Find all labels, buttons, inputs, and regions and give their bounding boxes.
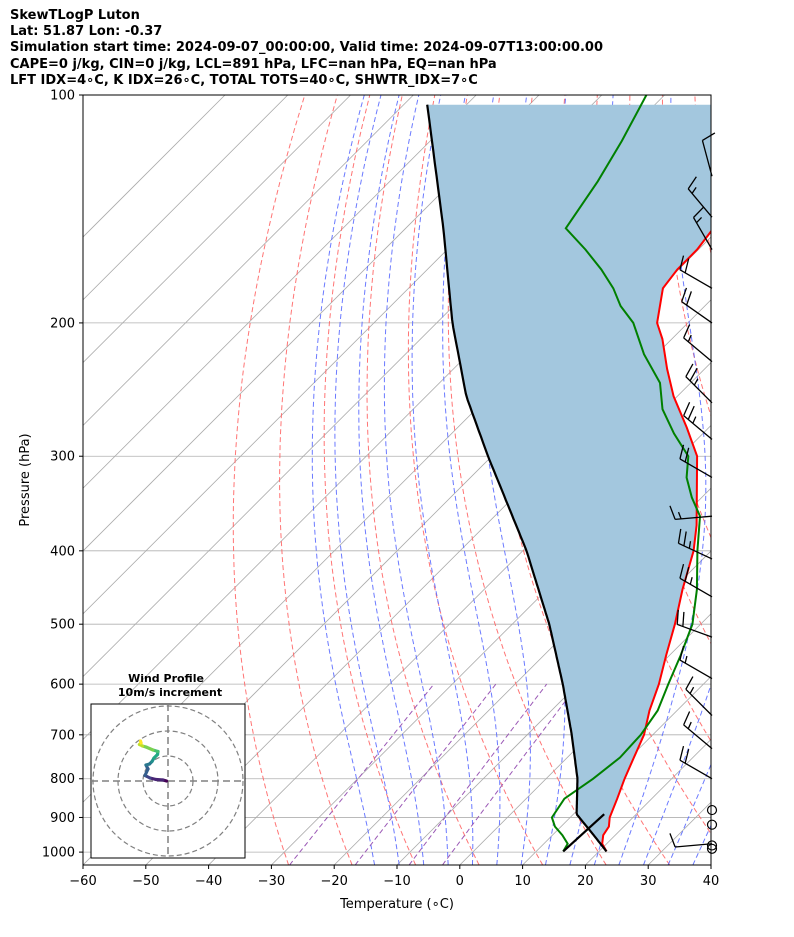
x-tick-label: 0 bbox=[456, 874, 464, 889]
moist-adiabat-line bbox=[411, 95, 474, 865]
moist-adiabat-line bbox=[358, 95, 425, 865]
wind-barb bbox=[683, 711, 713, 750]
y-tick-label: 500 bbox=[50, 618, 75, 633]
mixing-ratio-line bbox=[354, 683, 497, 865]
dry-adiabat-line bbox=[447, 95, 607, 865]
title-indices-1: CAPE=0 j/kg, CIN=0 j/kg, LCL=891 hPa, LF… bbox=[10, 57, 497, 72]
wind-barb bbox=[701, 132, 716, 177]
dry-adiabat-line bbox=[366, 95, 480, 865]
x-tick-label: −20 bbox=[320, 874, 347, 889]
x-axis-label: Temperature (∘C) bbox=[339, 897, 454, 912]
y-tick-label: 600 bbox=[50, 678, 75, 693]
moist-adiabat-line bbox=[442, 95, 501, 865]
isotherm-line bbox=[710, 864, 711, 865]
moist-adiabat-line bbox=[334, 95, 400, 865]
moist-adiabat-line bbox=[383, 95, 449, 865]
wind-barb bbox=[677, 528, 713, 560]
moist-adiabat-line bbox=[618, 95, 707, 865]
wind-barb bbox=[679, 645, 713, 680]
parcel-path-line bbox=[426, 104, 608, 853]
x-tick-label: 10 bbox=[514, 874, 531, 889]
moist-adiabat-line bbox=[311, 95, 376, 865]
wind-barb bbox=[683, 324, 713, 363]
y-tick-label: 200 bbox=[50, 316, 75, 331]
wind-barb bbox=[679, 563, 713, 598]
x-tick-label: −40 bbox=[195, 874, 222, 889]
x-tick-label: 20 bbox=[577, 874, 594, 889]
hodograph-title: Wind Profile bbox=[128, 672, 204, 685]
x-tick-label: 30 bbox=[640, 874, 657, 889]
moist-adiabat-line bbox=[643, 683, 711, 865]
hodograph-segment bbox=[138, 739, 143, 745]
mixing-ratio-line bbox=[442, 683, 579, 865]
wind-barb bbox=[685, 363, 713, 404]
isotherm-line bbox=[83, 95, 289, 301]
y-tick-label: 800 bbox=[50, 772, 75, 787]
isotherm-line bbox=[396, 550, 711, 865]
calm-wind-marker bbox=[706, 819, 718, 830]
dry-adiabat-line bbox=[323, 95, 417, 865]
x-tick-label: −50 bbox=[132, 874, 159, 889]
moist-adiabat-line bbox=[667, 763, 711, 865]
calm-wind-marker bbox=[706, 804, 718, 816]
isotherm-line bbox=[83, 95, 540, 552]
hodograph-subtitle: 10m/s increment bbox=[118, 686, 222, 699]
isotherm-line bbox=[333, 487, 711, 865]
wind-barb bbox=[692, 206, 713, 250]
wind-barb bbox=[679, 745, 713, 780]
title-times: Simulation start time: 2024-09-07_00:00:… bbox=[10, 40, 603, 55]
y-tick-label: 100 bbox=[50, 89, 75, 104]
wind-barb bbox=[669, 833, 713, 848]
wind-barb bbox=[683, 402, 713, 440]
moist-adiabat-line bbox=[718, 95, 794, 865]
title-latlon: Lat: 51.87 Lon: -0.37 bbox=[10, 24, 163, 39]
dry-adiabat-line bbox=[727, 95, 794, 865]
calm-wind-marker bbox=[706, 840, 718, 851]
moist-adiabat-line bbox=[768, 95, 794, 865]
isotherm-line bbox=[83, 95, 414, 426]
hodograph-inset: Wind Profile 10m/s increment bbox=[90, 672, 246, 859]
cin-shaded-area bbox=[427, 104, 711, 852]
x-tick-label: −30 bbox=[258, 874, 285, 889]
y-tick-label: 900 bbox=[50, 811, 75, 826]
dry-adiabat-line bbox=[760, 95, 794, 865]
wind-barb bbox=[687, 176, 713, 218]
wind-barbs bbox=[669, 132, 718, 854]
wind-barb bbox=[669, 505, 713, 521]
wind-barb bbox=[679, 255, 713, 289]
dry-adiabat-line bbox=[407, 95, 544, 865]
y-axis-label: Pressure (hPa) bbox=[18, 433, 33, 526]
x-tick-label: −10 bbox=[383, 874, 410, 889]
isotherm-line bbox=[83, 95, 477, 489]
title-station: SkewTLogP Luton bbox=[10, 8, 140, 23]
x-tick-label: −60 bbox=[69, 874, 96, 889]
dry-adiabat-line bbox=[232, 95, 306, 865]
mixing-ratio-line bbox=[289, 683, 435, 865]
axes: −60 −50 −40 −30 −20 −10 0 10 20 30 40 100 200 300 400 5… bbox=[42, 89, 719, 890]
wind-barb bbox=[676, 609, 713, 638]
dewpoint-line bbox=[550, 95, 702, 852]
y-tick-label: 700 bbox=[50, 728, 75, 743]
lcl-dewpoint-segment bbox=[562, 813, 605, 853]
cape-cin-shading bbox=[427, 104, 711, 852]
y-tick-label: 400 bbox=[50, 544, 75, 559]
title-indices-2: LFT IDX=4∘C, K IDX=26∘C, TOTAL TOTS=40∘C… bbox=[10, 73, 478, 88]
wind-barb bbox=[679, 444, 713, 479]
mixing-ratio-line bbox=[408, 683, 548, 865]
isotherm-line bbox=[83, 95, 226, 238]
x-tick-label: 40 bbox=[703, 874, 720, 889]
y-tick-label: 300 bbox=[50, 450, 75, 465]
isotherm-line bbox=[83, 95, 351, 364]
moist-adiabat-line bbox=[743, 95, 794, 865]
wind-barb bbox=[681, 287, 713, 324]
dry-adiabat-line bbox=[279, 95, 353, 865]
wind-barb bbox=[685, 676, 713, 716]
y-tick-label: 1000 bbox=[42, 846, 75, 861]
